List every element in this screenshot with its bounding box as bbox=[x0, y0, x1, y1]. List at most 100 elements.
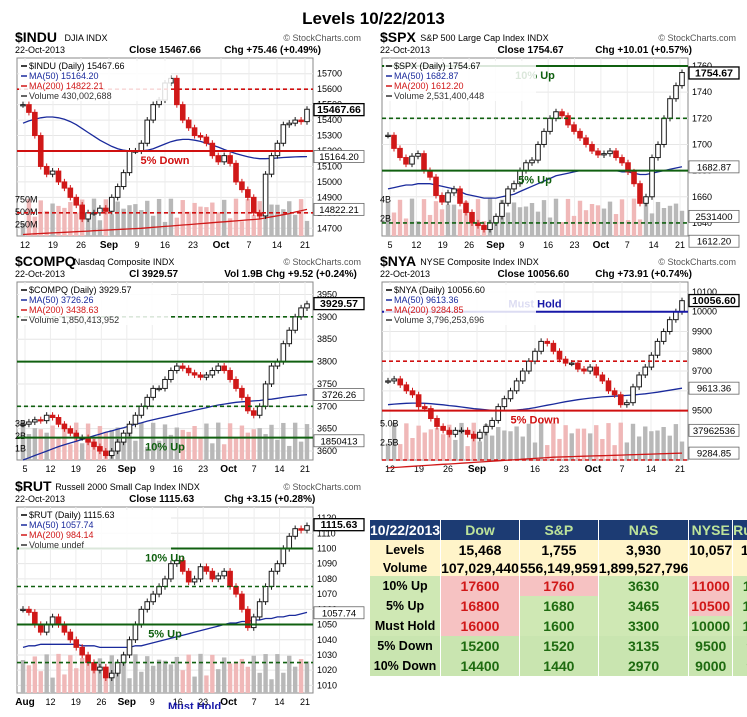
volume-bar bbox=[281, 422, 286, 460]
candle-body bbox=[197, 135, 204, 138]
volume-bar bbox=[186, 211, 191, 236]
volume-bar bbox=[97, 220, 103, 236]
volume-bar bbox=[127, 678, 132, 693]
y-tick-label: 15400 bbox=[317, 115, 342, 125]
legend-background bbox=[384, 81, 536, 91]
volume-bar bbox=[221, 657, 227, 693]
candle-body bbox=[103, 207, 109, 212]
candle-body bbox=[73, 196, 80, 206]
candle-body bbox=[403, 384, 410, 392]
candle-body bbox=[179, 365, 186, 369]
table-cell: 10000 bbox=[688, 616, 734, 636]
candle-body bbox=[233, 586, 239, 595]
volume-bar bbox=[216, 212, 221, 236]
volume-bar bbox=[91, 662, 97, 693]
chart-indu: $INDU DJIA INDX © StockCharts.com 22-Oct-20… bbox=[13, 30, 365, 252]
volume-bar bbox=[483, 424, 489, 460]
volume-bar bbox=[174, 217, 180, 236]
candle-body bbox=[191, 578, 198, 583]
candle-body bbox=[529, 159, 535, 164]
y-tick-label: 15100 bbox=[317, 161, 342, 171]
candle-body bbox=[298, 307, 304, 318]
candle-body bbox=[286, 122, 293, 126]
candle-body bbox=[535, 143, 541, 161]
candle-body bbox=[49, 616, 56, 626]
candle-body bbox=[43, 414, 50, 422]
candle-body bbox=[126, 150, 133, 174]
table-row-label: 10% Up bbox=[370, 576, 442, 596]
volume-bar bbox=[26, 665, 32, 693]
candle-body bbox=[599, 374, 606, 382]
legend-entry: Volume 3,796,253,696 bbox=[394, 315, 484, 325]
candle-body bbox=[185, 570, 192, 583]
table-cell: 10,057 bbox=[688, 540, 734, 560]
candle-body bbox=[292, 119, 298, 124]
volume-bar bbox=[410, 438, 415, 460]
candle-body bbox=[233, 378, 239, 389]
candle-body bbox=[239, 181, 245, 191]
table-cell: 9000 bbox=[688, 656, 734, 676]
candle-body bbox=[26, 608, 32, 613]
candle-body bbox=[577, 130, 583, 139]
volume-bar bbox=[221, 199, 227, 236]
volume-bar bbox=[263, 434, 268, 460]
y-tick-label: 1070 bbox=[317, 589, 337, 599]
chart-ticker: $NYA bbox=[380, 254, 416, 269]
legend-entry: MA(50) 15164.20 bbox=[29, 71, 99, 81]
volume-bar bbox=[115, 201, 120, 236]
volume-bar bbox=[649, 213, 655, 236]
plot-frame bbox=[381, 57, 689, 237]
candle-body bbox=[553, 111, 559, 119]
ma200-line bbox=[22, 208, 308, 236]
candle-body bbox=[547, 117, 553, 132]
y-tick-label: 3800 bbox=[317, 357, 337, 367]
candle-body bbox=[85, 654, 91, 664]
volume-bar bbox=[541, 200, 547, 236]
candle-body bbox=[114, 441, 121, 452]
candle-body bbox=[209, 570, 216, 580]
candle-body bbox=[513, 380, 520, 392]
x-tick-label: 21 bbox=[300, 697, 310, 707]
table-row-label: 5% Up bbox=[370, 596, 442, 616]
x-tick-label: 16 bbox=[173, 697, 183, 707]
candle-body bbox=[601, 153, 607, 156]
volume-bar bbox=[613, 214, 619, 236]
candle-body bbox=[274, 142, 281, 157]
x-tick-label: 19 bbox=[71, 697, 81, 707]
level-label: 5% Down bbox=[511, 415, 560, 427]
volume-bar bbox=[637, 219, 643, 236]
volume-bar bbox=[139, 422, 144, 460]
legend-background bbox=[19, 61, 171, 71]
volume-bar bbox=[192, 676, 197, 693]
volume-bar bbox=[517, 207, 523, 236]
candle-body bbox=[409, 155, 415, 165]
y-tick-label: 3600 bbox=[317, 446, 337, 456]
candle-body bbox=[32, 419, 38, 423]
volume-bar bbox=[251, 655, 256, 693]
candle-body bbox=[150, 104, 156, 121]
volume-axis-label: 2.5B bbox=[380, 437, 399, 447]
volume-bar bbox=[239, 221, 245, 236]
candle-body bbox=[37, 419, 44, 422]
candle-body bbox=[593, 366, 600, 376]
volume-bar bbox=[571, 215, 577, 236]
chart-close: Close 10056.60 bbox=[497, 269, 569, 280]
chart-index-name: NYSE Composite Index INDX bbox=[420, 257, 539, 267]
volume-bar bbox=[535, 211, 541, 236]
candle-body bbox=[91, 441, 97, 448]
candle-body bbox=[630, 386, 636, 404]
price-tag: 2531400 bbox=[696, 212, 733, 223]
volume-bar bbox=[85, 219, 91, 236]
legend-background bbox=[19, 540, 171, 550]
candle-body bbox=[607, 150, 613, 155]
candle-body bbox=[138, 142, 145, 152]
table-cell: 107,029,440 bbox=[440, 560, 520, 576]
price-tag: 9284.85 bbox=[697, 449, 731, 460]
candle-body bbox=[304, 108, 310, 123]
x-tick-label: 12 bbox=[385, 464, 395, 474]
price-tag: 14822.21 bbox=[319, 205, 359, 216]
volume-bar bbox=[216, 669, 221, 693]
candle-body bbox=[631, 171, 637, 185]
volume-bar bbox=[26, 198, 32, 236]
price-tag: 1850413 bbox=[321, 436, 358, 447]
